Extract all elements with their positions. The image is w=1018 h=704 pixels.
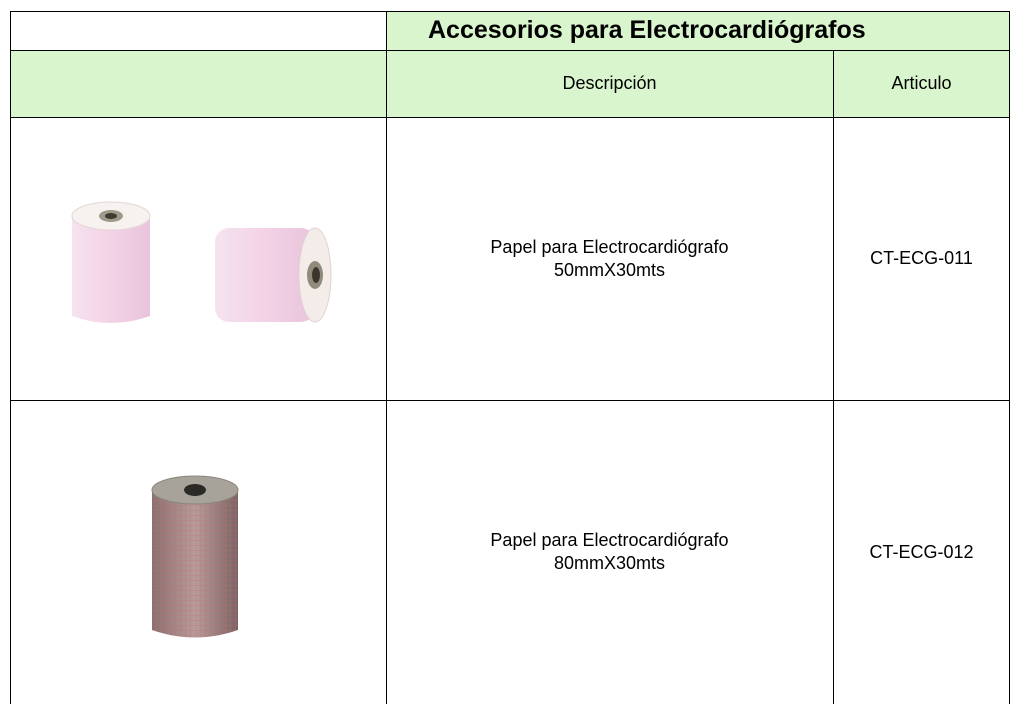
description-line: 50mmX30mts xyxy=(553,259,666,280)
border xyxy=(10,117,1010,118)
table-title: Accesorios para Electrocardiógrafos xyxy=(386,11,1010,50)
border xyxy=(10,11,11,704)
product-image xyxy=(151,475,239,638)
article-cell: CT-ECG-012 xyxy=(833,400,1010,704)
product-image xyxy=(71,201,332,323)
header-text: Articulo xyxy=(891,73,952,93)
header-cell xyxy=(10,50,386,117)
header-text: Descripción xyxy=(562,73,657,93)
border xyxy=(1009,11,1010,704)
header-cell: Descripción xyxy=(386,50,833,117)
description-line: Papel para Electrocardiógrafo xyxy=(490,530,729,550)
border xyxy=(386,11,387,704)
border xyxy=(10,11,1010,12)
description-line: 80mmX30mts xyxy=(553,553,666,573)
title-text: Accesorios para Electrocardiógrafos xyxy=(428,16,866,44)
article-cell: CT-ECG-011 xyxy=(833,117,1010,400)
description-line: Papel para Electrocardiógrafo xyxy=(490,236,729,257)
border xyxy=(10,400,1010,401)
article-text: CT-ECG-012 xyxy=(869,541,974,562)
header-cell: Articulo xyxy=(833,50,1010,117)
article-text: CT-ECG-011 xyxy=(870,248,973,268)
description-cell: Papel para Electrocardiógrafo 50mmX30mts xyxy=(386,117,833,400)
border xyxy=(833,50,834,704)
description-cell: Papel para Electrocardiógrafo 80mmX30mts xyxy=(386,400,833,704)
border xyxy=(10,50,1010,51)
